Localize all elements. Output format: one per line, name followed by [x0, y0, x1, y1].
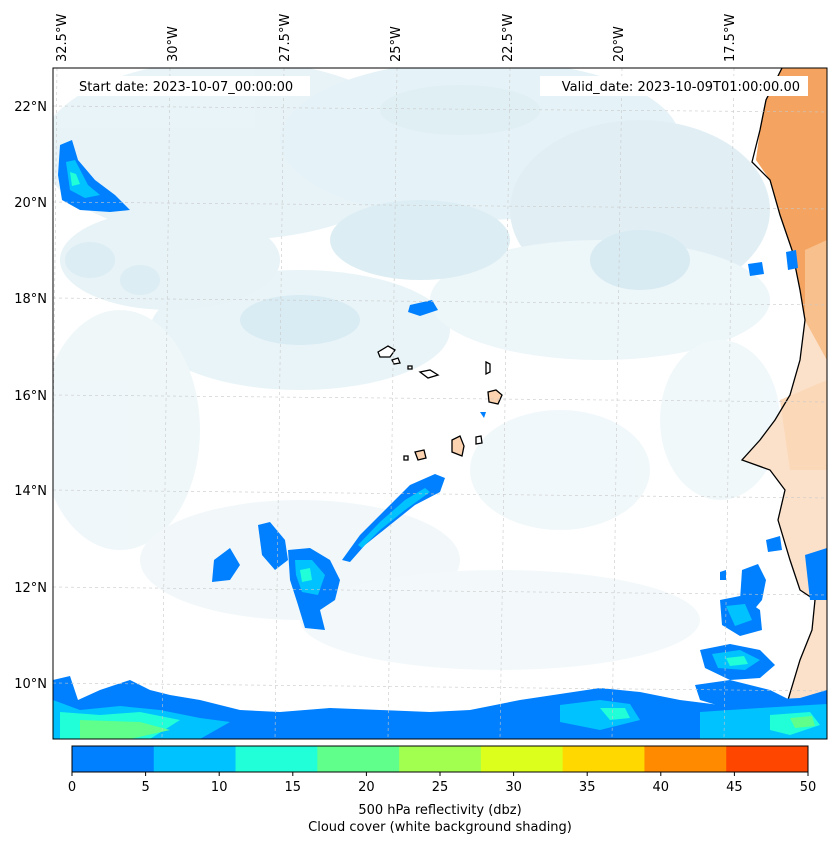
valid-date-label: Valid_date: 2023-10-09T01:00:00.00: [562, 80, 800, 95]
colorbar-segment: [153, 746, 237, 772]
map-content: [53, 68, 827, 739]
lat-label-14n: 14°N: [14, 484, 47, 499]
lat-label-16n: 16°N: [14, 389, 47, 404]
colorbar-segment: [317, 746, 400, 772]
colorbar-segment: [72, 746, 155, 772]
colorbar-segment: [726, 746, 809, 772]
colorbar-segments: [72, 746, 809, 772]
colorbar-subtitle: Cloud cover (white background shading): [308, 820, 572, 835]
colorbar-segment: [399, 746, 482, 772]
colorbar-segment: [562, 746, 645, 772]
colorbar-tick-label: 40: [653, 780, 670, 795]
lat-label-20n: 20°N: [14, 196, 47, 211]
colorbar-segment: [480, 746, 564, 772]
cloud-cover-shading: [53, 68, 780, 670]
lon-label-20w: 20°W: [612, 26, 627, 62]
longitude-labels: 32.5°W 30°W 27.5°W 25°W 22.5°W 20°W 17.5…: [55, 14, 738, 62]
lon-label-22-5w: 22.5°W: [501, 14, 516, 62]
valid-date-box: [540, 76, 808, 96]
colorbar-segment: [644, 746, 727, 772]
lat-label-12n: 12°N: [14, 581, 47, 596]
lon-label-17-5w: 17.5°W: [723, 14, 738, 62]
colorbar-tick-label: 20: [358, 780, 375, 795]
colorbar-title: 500 hPa reflectivity (dbz): [358, 803, 521, 818]
lon-label-30w: 30°W: [166, 26, 181, 62]
start-date-label: Start date: 2023-10-07_00:00:00: [79, 80, 293, 95]
colorbar-tick-label: 15: [285, 780, 302, 795]
lon-label-32-5w: 32.5°W: [55, 14, 70, 62]
colorbar-tick-label: 25: [432, 780, 449, 795]
colorbar: 0 5 10 15 20 25 30 35 40 45 50 500 hPa reflectivit…: [68, 745, 816, 835]
colorbar-tick-label: 30: [505, 780, 522, 795]
coastline: [740, 68, 816, 739]
lon-label-25w: 25°W: [389, 26, 404, 62]
cape-verde-islands: [377, 345, 503, 461]
colorbar-tick-label: 5: [141, 780, 149, 795]
lat-label-18n: 18°N: [14, 292, 47, 307]
colorbar-tick-label: 50: [800, 780, 817, 795]
colorbar-tick-label: 35: [579, 780, 596, 795]
reflectivity-blobs: [53, 140, 827, 739]
lat-label-22n: 22°N: [14, 100, 47, 115]
land-africa: [742, 68, 827, 739]
colorbar-tick-label: 0: [68, 780, 76, 795]
start-date-box: [70, 76, 310, 96]
colorbar-ticks: 0 5 10 15 20 25 30 35 40 45 50: [68, 772, 816, 795]
lon-label-27-5w: 27.5°W: [278, 14, 293, 62]
colorbar-tick-label: 10: [211, 780, 228, 795]
colorbar-tick-label: 45: [726, 780, 743, 795]
lat-label-10n: 10°N: [14, 677, 47, 692]
map-frame: [52, 67, 828, 740]
latitude-labels: 22°N 20°N 18°N 16°N 14°N 12°N 10°N: [14, 100, 47, 692]
colorbar-segment: [235, 746, 318, 772]
graticule: [53, 68, 827, 739]
